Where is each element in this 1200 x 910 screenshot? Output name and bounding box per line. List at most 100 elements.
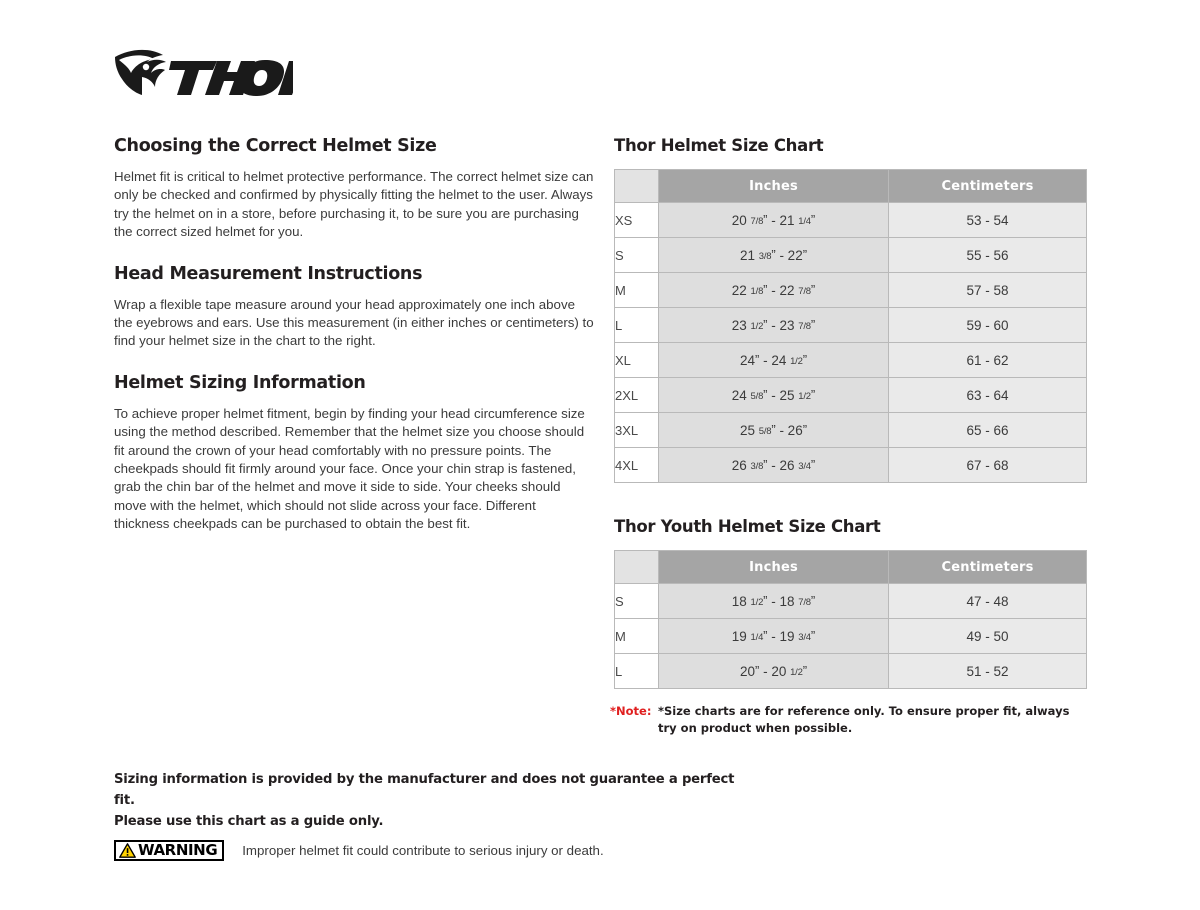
cell-size: L [614, 653, 659, 689]
table-row: XS 20 7/8” - 21 1/4” 53 - 54 [614, 202, 1087, 238]
adult-size-table: Inches Centimeters XS 20 7/8” - 21 1/4” 53… [614, 169, 1087, 483]
inch-mark: ” [810, 387, 816, 402]
cell-size: 2XL [614, 377, 659, 413]
cell-size: M [614, 272, 659, 308]
cell-size: 4XL [614, 447, 659, 483]
cell-inches: 21 3/8” - 22” [658, 237, 889, 273]
cell-inches: 20” - 20 1/2” [658, 653, 889, 689]
thor-helmet-mark-icon [115, 49, 293, 96]
table-row: 2XL 24 5/8” - 25 1/2” 63 - 64 [614, 377, 1087, 413]
inch-mark: ” [763, 457, 768, 472]
fraction: 3/8 [750, 461, 764, 472]
section-body-choosing-size: Helmet fit is critical to helmet protect… [114, 169, 594, 240]
inch-mark: ” [810, 317, 816, 332]
table-row: M 19 1/4” - 19 3/4” 49 - 50 [614, 618, 1087, 654]
fraction: 1/2 [750, 321, 764, 332]
cell-size: L [614, 307, 659, 343]
inch-mark: ” [763, 387, 768, 402]
table-row: XL 24” - 24 1/2” 61 - 62 [614, 342, 1087, 378]
inch-mark: ” [802, 247, 808, 262]
cell-centimeters: 57 - 58 [888, 272, 1087, 308]
inch-mark: ” [763, 282, 768, 297]
fraction: 1/2 [790, 356, 803, 367]
table-row: S 18 1/2” - 18 7/8” 47 - 48 [614, 583, 1087, 619]
warning-label: WARNING [138, 841, 218, 859]
youth-size-table: Inches Centimeters S 18 1/2” - 18 7/8” 47 … [614, 550, 1087, 689]
table-row: L 23 1/2” - 23 7/8” 59 - 60 [614, 307, 1087, 343]
cell-size: S [614, 583, 659, 619]
cell-inches: 19 1/4” - 19 3/4” [658, 618, 889, 654]
header-cell-centimeters: Centimeters [888, 550, 1087, 584]
inch-mark: ” [802, 663, 808, 678]
inch-mark: ” [754, 663, 760, 678]
adult-table-body: XS 20 7/8” - 21 1/4” 53 - 54 S 21 3/8” - 22”… [614, 202, 1087, 483]
header-cell-centimeters: Centimeters [888, 169, 1087, 203]
fraction: 7/8 [798, 321, 811, 332]
cell-centimeters: 67 - 68 [888, 447, 1087, 483]
header-cell-size [614, 550, 659, 584]
cell-size: XS [614, 202, 659, 238]
table-spacer [614, 483, 1086, 517]
cell-centimeters: 47 - 48 [888, 583, 1087, 619]
inch-mark: ” [810, 628, 816, 643]
cell-inches: 20 7/8” - 21 1/4” [658, 202, 889, 238]
cell-size: XL [614, 342, 659, 378]
inch-mark: ” [754, 352, 760, 367]
cell-inches: 25 5/8” - 26” [658, 412, 889, 448]
cell-centimeters: 59 - 60 [888, 307, 1087, 343]
inch-mark: ” [771, 422, 776, 437]
cell-centimeters: 55 - 56 [888, 237, 1087, 273]
header-cell-size [614, 169, 659, 203]
cell-inches: 23 1/2” - 23 7/8” [658, 307, 889, 343]
header-cell-inches: Inches [658, 550, 889, 584]
warning-triangle-icon [119, 843, 136, 858]
cell-centimeters: 51 - 52 [888, 653, 1087, 689]
table-row: S 21 3/8” - 22” 55 - 56 [614, 237, 1087, 273]
fraction: 3/4 [798, 632, 811, 643]
cell-size: S [614, 237, 659, 273]
inch-mark: ” [763, 317, 768, 332]
header-cell-inches: Inches [658, 169, 889, 203]
fraction: 1/2 [750, 597, 764, 608]
thor-logo [113, 45, 293, 105]
fraction: 3/8 [758, 251, 772, 262]
fraction: 1/4 [750, 632, 764, 643]
section-heading-head-measurement: Head Measurement Instructions [114, 263, 423, 284]
fraction: 1/4 [798, 216, 811, 227]
inch-mark: ” [810, 457, 816, 472]
fraction: 7/8 [750, 216, 764, 227]
inch-mark: ” [771, 247, 776, 262]
fraction: 1/2 [790, 667, 803, 678]
cell-centimeters: 65 - 66 [888, 412, 1087, 448]
cell-inches: 18 1/2” - 18 7/8” [658, 583, 889, 619]
cell-inches: 22 1/8” - 22 7/8” [658, 272, 889, 308]
inch-mark: ” [802, 422, 808, 437]
inch-mark: ” [810, 593, 816, 608]
section-body-head-measurement: Wrap a flexible tape measure around your… [114, 296, 594, 349]
fraction: 7/8 [798, 597, 811, 608]
table-header-row: Inches Centimeters [614, 550, 1087, 584]
youth-table-body: S 18 1/2” - 18 7/8” 47 - 48 M 19 1/4” - 19 3… [614, 583, 1087, 689]
youth-chart-title: Thor Youth Helmet Size Chart [614, 517, 881, 536]
warning-badge: WARNING [114, 840, 225, 861]
fraction: 3/4 [798, 461, 811, 472]
table-header-row: Inches Centimeters [614, 169, 1087, 203]
cell-centimeters: 61 - 62 [888, 342, 1087, 378]
section-heading-choosing-size: Choosing the Correct Helmet Size [114, 136, 437, 156]
footer-disclaimer: Sizing information is provided by the ma… [114, 769, 754, 832]
cell-centimeters: 63 - 64 [888, 377, 1087, 413]
cell-inches: 24 5/8” - 25 1/2” [658, 377, 889, 413]
fraction: 5/8 [750, 391, 764, 402]
table-row: M 22 1/8” - 22 7/8” 57 - 58 [614, 272, 1087, 308]
inch-mark: ” [810, 282, 816, 297]
section-body-sizing-information: To achieve proper helmet fitment, begin … [114, 405, 585, 532]
left-content-column: Choosing the Correct Helmet Size Helmet … [114, 136, 594, 534]
disclaimer-line-2: Please use this chart as a guide only. [114, 814, 384, 829]
cell-centimeters: 49 - 50 [888, 618, 1087, 654]
table-row: L 20” - 20 1/2” 51 - 52 [614, 653, 1087, 689]
note-label: *Note: [610, 704, 652, 718]
inch-mark: ” [763, 212, 768, 227]
fraction: 5/8 [758, 426, 772, 437]
cell-size: M [614, 618, 659, 654]
